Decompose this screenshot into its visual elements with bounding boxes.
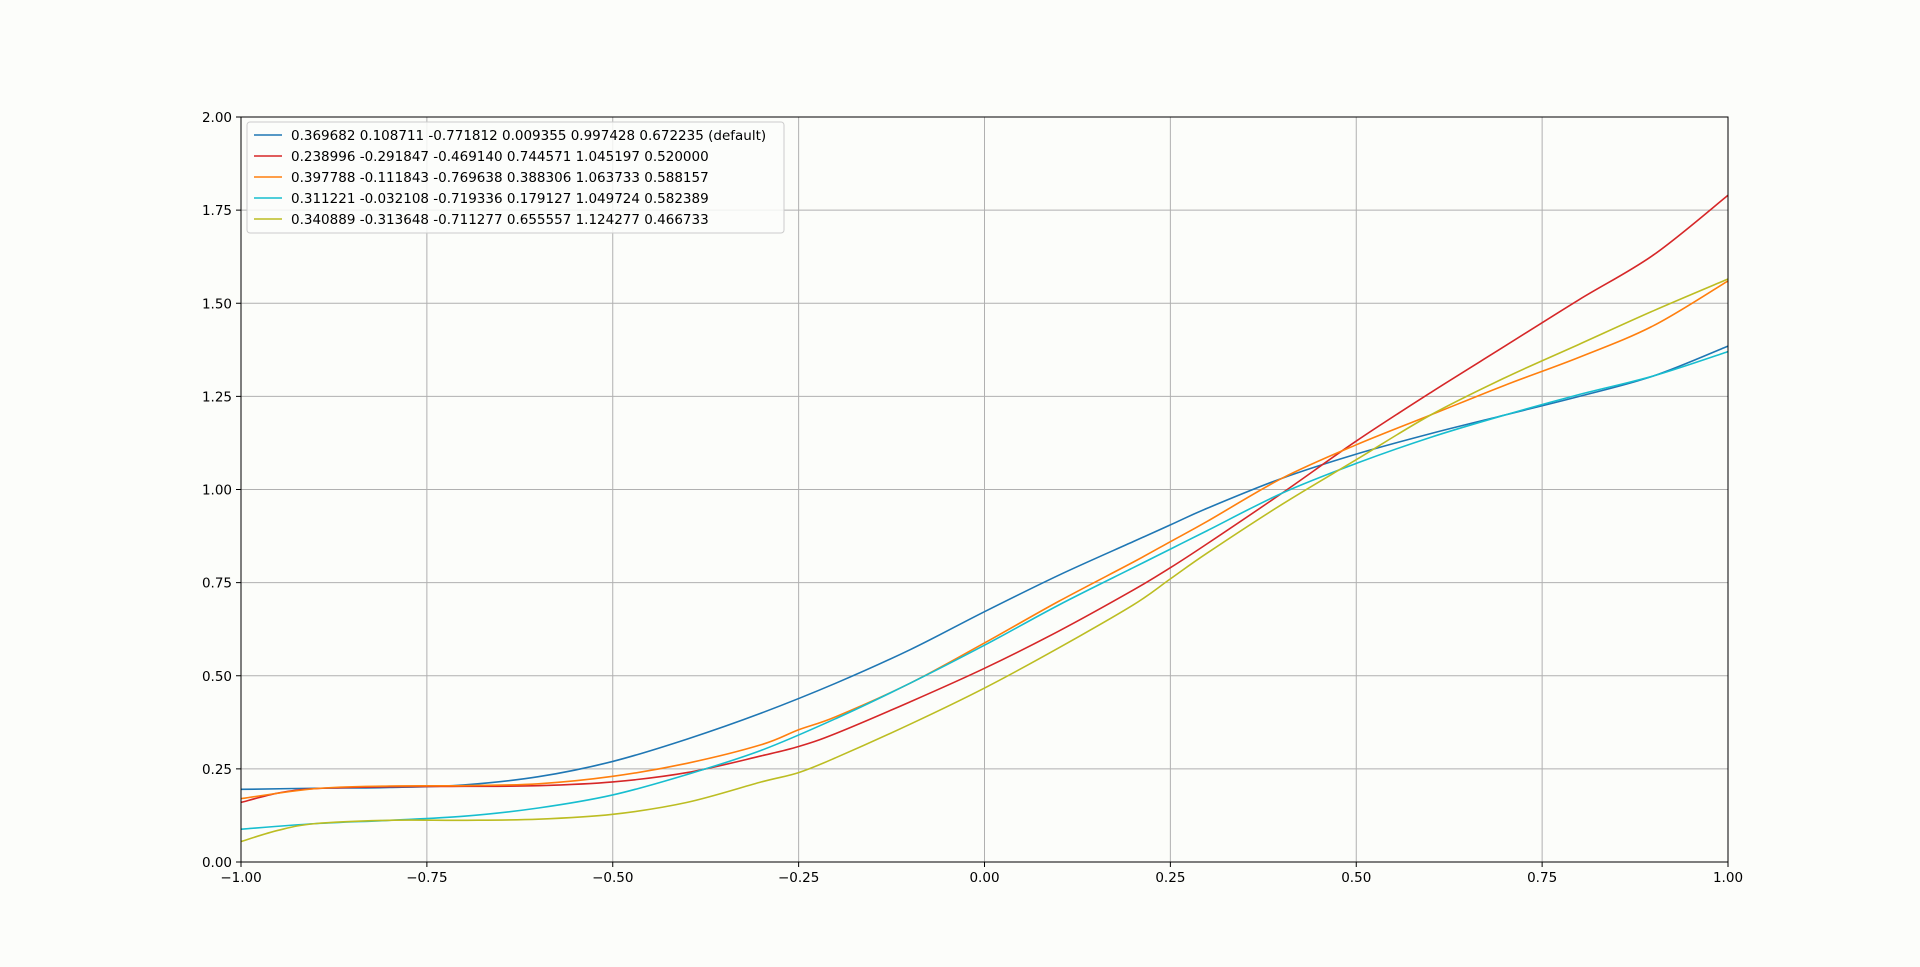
legend-label-2: 0.238996 -0.291847 -0.469140 0.744571 1.… xyxy=(291,149,709,165)
x-tick-label: 0.75 xyxy=(1527,870,1557,886)
legend-label-5: 0.340889 -0.313648 -0.711277 0.655557 1.… xyxy=(291,212,709,228)
y-tick-label: 0.50 xyxy=(202,669,232,685)
x-axis: −1.00 −0.75 −0.50 −0.25 0.00 0.25 0.50 0.75 1.00 xyxy=(220,862,1743,886)
legend-label-3: 0.397788 -0.111843 -0.769638 0.388306 1.… xyxy=(291,170,709,186)
y-tick-label: 1.75 xyxy=(202,203,232,219)
y-axis: 0.00 0.25 0.50 0.75 1.00 1.25 1.50 1.75 2.00 xyxy=(202,110,241,871)
y-tick-label: 1.50 xyxy=(202,296,232,312)
y-tick-label: 0.00 xyxy=(202,855,232,871)
legend-box xyxy=(246,121,785,234)
x-tick-label: 0.50 xyxy=(1341,870,1371,886)
series-lines xyxy=(240,194,1729,843)
y-tick-label: 1.25 xyxy=(202,389,232,405)
y-tick-label: 0.25 xyxy=(202,762,232,778)
series-line-1 xyxy=(240,345,1729,791)
legend-label-1: 0.369682 0.108711 -0.771812 0.009355 0.9… xyxy=(291,128,766,144)
legend-label-4: 0.311221 -0.032108 -0.719336 0.179127 1.… xyxy=(291,191,709,207)
x-tick-label: 0.00 xyxy=(969,870,999,886)
x-tick-label: −0.25 xyxy=(778,870,819,886)
x-tick-label: 1.00 xyxy=(1713,870,1743,886)
series-line-3 xyxy=(240,280,1729,800)
x-tick-label: −1.00 xyxy=(220,870,261,886)
y-tick-label: 1.00 xyxy=(202,483,232,499)
x-tick-label: 0.25 xyxy=(1155,870,1185,886)
y-tick-label: 2.00 xyxy=(202,110,232,126)
series-line-4 xyxy=(240,350,1729,831)
series-line-5 xyxy=(240,278,1729,843)
x-tick-label: −0.50 xyxy=(592,870,633,886)
x-tick-label: −0.75 xyxy=(406,870,447,886)
y-tick-label: 0.75 xyxy=(202,576,232,592)
legend: 0.369682 0.108711 -0.771812 0.009355 0.9… xyxy=(246,121,785,234)
